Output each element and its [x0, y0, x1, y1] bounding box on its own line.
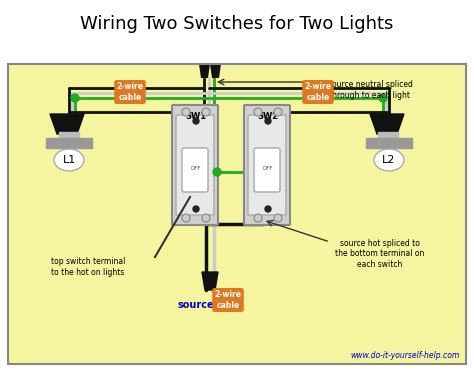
Circle shape — [202, 214, 210, 222]
Polygon shape — [50, 114, 84, 134]
Ellipse shape — [54, 149, 84, 171]
Text: 2-wire
cable: 2-wire cable — [215, 290, 241, 310]
Text: source hot spliced to
the bottom terminal on
each switch: source hot spliced to the bottom termina… — [335, 239, 425, 269]
FancyBboxPatch shape — [172, 105, 218, 225]
Bar — [366, 138, 412, 148]
Polygon shape — [370, 114, 404, 134]
Text: OFF: OFF — [191, 166, 201, 170]
Text: L2: L2 — [383, 155, 396, 165]
Circle shape — [265, 118, 271, 124]
Text: SW2: SW2 — [257, 112, 279, 121]
Text: Wiring Two Switches for Two Lights: Wiring Two Switches for Two Lights — [80, 15, 394, 33]
Text: 2-wire
cable: 2-wire cable — [304, 82, 331, 102]
Bar — [8, 64, 466, 364]
Text: SW1: SW1 — [185, 112, 207, 121]
Polygon shape — [210, 64, 221, 78]
Bar — [46, 138, 92, 148]
Circle shape — [182, 214, 190, 222]
Circle shape — [265, 206, 271, 212]
Circle shape — [254, 214, 262, 222]
Bar — [0, 0, 474, 62]
Text: www.do-it-yourself-help.com: www.do-it-yourself-help.com — [351, 351, 460, 360]
FancyBboxPatch shape — [254, 148, 280, 192]
Circle shape — [182, 108, 190, 116]
Circle shape — [274, 214, 282, 222]
Text: source: source — [178, 300, 214, 310]
FancyBboxPatch shape — [182, 148, 208, 192]
Circle shape — [193, 118, 199, 124]
Text: 2-wire
cable: 2-wire cable — [117, 82, 144, 102]
Text: L1: L1 — [63, 155, 76, 165]
Polygon shape — [202, 272, 218, 290]
Circle shape — [379, 94, 387, 102]
FancyBboxPatch shape — [176, 115, 214, 215]
Polygon shape — [199, 64, 210, 78]
Text: OFF: OFF — [263, 166, 273, 170]
Circle shape — [202, 108, 210, 116]
Circle shape — [274, 108, 282, 116]
Ellipse shape — [374, 149, 404, 171]
Circle shape — [193, 206, 199, 212]
Text: top switch terminal
to the hot on lights: top switch terminal to the hot on lights — [51, 257, 125, 277]
Bar — [378, 132, 398, 140]
FancyBboxPatch shape — [248, 115, 286, 215]
Circle shape — [213, 168, 221, 176]
Text: source neutral spliced
through to each light: source neutral spliced through to each l… — [328, 80, 412, 100]
Bar — [59, 132, 79, 140]
FancyBboxPatch shape — [244, 105, 290, 225]
Circle shape — [254, 108, 262, 116]
Circle shape — [71, 94, 79, 102]
Bar — [8, 64, 466, 364]
